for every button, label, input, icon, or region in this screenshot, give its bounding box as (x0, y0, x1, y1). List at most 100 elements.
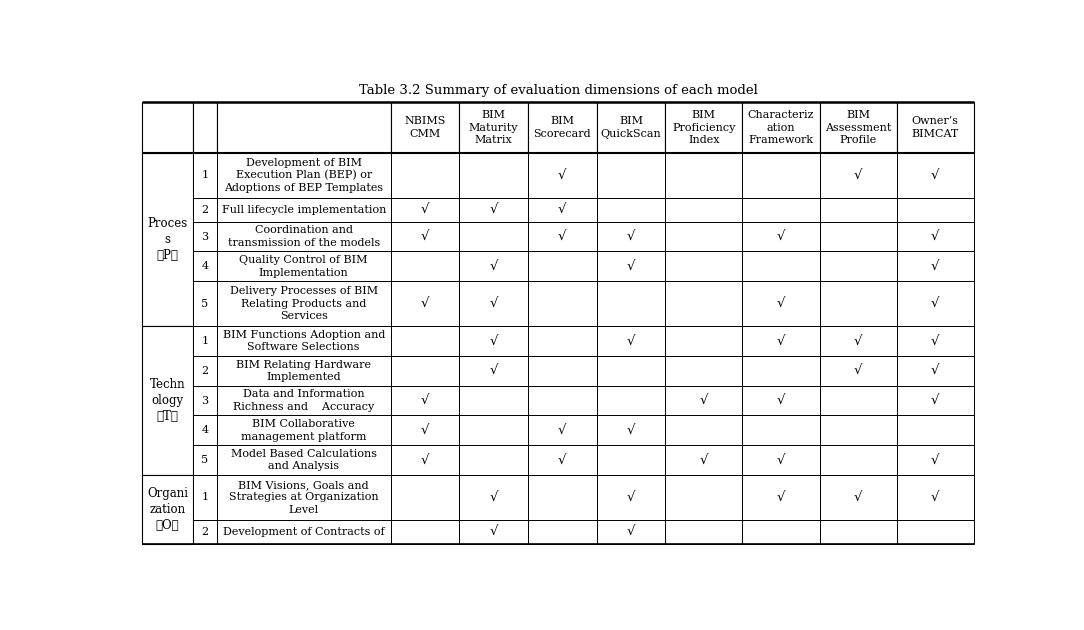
Bar (743, 386, 820, 415)
Bar (460, 281, 528, 326)
Bar (142, 102, 193, 153)
Bar (896, 475, 973, 520)
Text: √: √ (627, 260, 635, 273)
Bar (820, 102, 896, 153)
Text: √: √ (421, 297, 429, 310)
Text: Techn
ology
（T）: Techn ology （T） (150, 378, 185, 423)
Bar (528, 281, 596, 326)
Bar (743, 520, 820, 544)
Text: Quality Control of BIM
Implementation: Quality Control of BIM Implementation (240, 255, 367, 278)
Bar (390, 445, 460, 475)
Bar (460, 251, 528, 281)
Text: √: √ (931, 364, 940, 377)
Bar (528, 326, 596, 356)
Text: √: √ (931, 260, 940, 273)
Bar (460, 102, 528, 153)
Bar (896, 281, 973, 326)
Text: √: √ (489, 297, 498, 310)
Bar (193, 222, 217, 251)
Bar (896, 415, 973, 445)
Bar (666, 222, 743, 251)
Bar (193, 251, 217, 281)
Bar (528, 415, 596, 445)
Text: Coordination and
transmission of the models: Coordination and transmission of the mod… (228, 226, 379, 248)
Bar (460, 475, 528, 520)
Bar (390, 386, 460, 415)
Bar (390, 281, 460, 326)
Bar (142, 475, 193, 544)
Text: 2: 2 (202, 527, 208, 537)
Bar (217, 445, 390, 475)
Bar (217, 281, 390, 326)
Bar (820, 222, 896, 251)
Bar (896, 102, 973, 153)
Bar (743, 326, 820, 356)
Bar (460, 198, 528, 222)
Bar (142, 153, 193, 326)
Bar (528, 153, 596, 198)
Bar (666, 102, 743, 153)
Bar (596, 520, 666, 544)
Bar (390, 415, 460, 445)
Text: √: √ (489, 260, 498, 273)
Bar (528, 475, 596, 520)
Text: BIM
Proficiency
Index: BIM Proficiency Index (672, 110, 736, 145)
Text: BIM Visions, Goals and
Strategies at Organization
Level: BIM Visions, Goals and Strategies at Org… (229, 480, 378, 515)
Bar (217, 520, 390, 544)
Bar (896, 251, 973, 281)
Text: √: √ (627, 230, 635, 243)
Text: √: √ (421, 454, 429, 467)
Bar (390, 153, 460, 198)
Bar (217, 251, 390, 281)
Bar (596, 102, 666, 153)
Bar (666, 326, 743, 356)
Text: Full lifecycle implementation: Full lifecycle implementation (221, 205, 386, 215)
Bar (528, 520, 596, 544)
Bar (528, 251, 596, 281)
Text: √: √ (558, 424, 567, 437)
Bar (528, 386, 596, 415)
Bar (820, 520, 896, 544)
Text: 2: 2 (202, 205, 208, 215)
Bar (666, 281, 743, 326)
Bar (528, 222, 596, 251)
Text: √: √ (699, 454, 708, 467)
Text: √: √ (931, 230, 940, 243)
Bar (390, 520, 460, 544)
Text: BIM Relating Hardware
Implemented: BIM Relating Hardware Implemented (236, 360, 371, 382)
Bar (743, 153, 820, 198)
Text: √: √ (777, 394, 785, 407)
Text: Owner’s
BIMCAT: Owner’s BIMCAT (912, 117, 959, 139)
Text: √: √ (627, 424, 635, 437)
Bar (820, 356, 896, 386)
Bar (217, 326, 390, 356)
Text: Table 3.2 Summary of evaluation dimensions of each model: Table 3.2 Summary of evaluation dimensio… (359, 84, 758, 96)
Text: NBIMS
CMM: NBIMS CMM (404, 117, 446, 139)
Bar (528, 102, 596, 153)
Bar (896, 198, 973, 222)
Bar (596, 356, 666, 386)
Bar (820, 445, 896, 475)
Bar (896, 520, 973, 544)
Bar (217, 475, 390, 520)
Text: 1: 1 (202, 493, 208, 503)
Bar (666, 356, 743, 386)
Bar (528, 445, 596, 475)
Bar (820, 415, 896, 445)
Bar (820, 153, 896, 198)
Text: √: √ (931, 394, 940, 407)
Bar (460, 415, 528, 445)
Text: √: √ (558, 169, 567, 182)
Bar (390, 326, 460, 356)
Text: √: √ (931, 297, 940, 310)
Bar (596, 326, 666, 356)
Bar (390, 198, 460, 222)
Bar (743, 281, 820, 326)
Bar (596, 222, 666, 251)
Text: 1: 1 (202, 336, 208, 346)
Bar (217, 198, 390, 222)
Bar (666, 251, 743, 281)
Bar (743, 475, 820, 520)
Bar (217, 356, 390, 386)
Text: √: √ (489, 491, 498, 504)
